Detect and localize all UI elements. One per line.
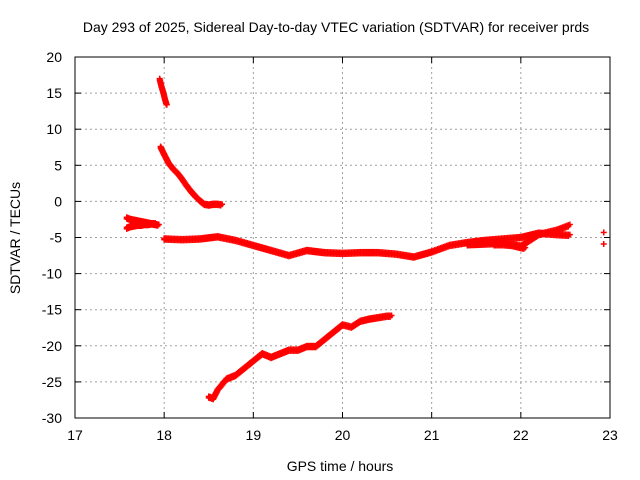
x-tick-label: 18 <box>156 427 172 443</box>
data-point <box>388 312 395 319</box>
y-tick-label: -30 <box>42 410 62 426</box>
x-tick-label: 23 <box>602 427 618 443</box>
ticks <box>74 56 611 419</box>
data-points <box>123 75 607 403</box>
y-tick-label: -25 <box>42 374 62 390</box>
data-point <box>566 221 573 228</box>
y-tick-label: 15 <box>46 85 62 101</box>
x-tick-label: 22 <box>513 427 529 443</box>
x-tick-label: 21 <box>424 427 440 443</box>
data-point <box>522 244 529 251</box>
data-point <box>566 231 573 238</box>
y-tick-label: 0 <box>54 193 62 209</box>
x-tick-label: 19 <box>246 427 262 443</box>
y-tick-label: -10 <box>42 266 62 282</box>
y-tick-label: 5 <box>54 157 62 173</box>
y-tick-label: 20 <box>46 49 62 65</box>
data-point <box>152 220 159 227</box>
y-tick-label: -20 <box>42 338 62 354</box>
y-tick-label: -15 <box>42 302 62 318</box>
y-tick-label: 10 <box>46 121 62 137</box>
x-tick-label: 20 <box>335 427 351 443</box>
y-tick-label: -5 <box>50 230 63 246</box>
x-axis-label: GPS time / hours <box>287 458 394 474</box>
y-axis-label: SDTVAR / TECUs <box>7 182 23 294</box>
data-point <box>600 229 607 236</box>
x-tick-label: 17 <box>67 427 83 443</box>
data-point <box>219 201 226 208</box>
tick-labels: 17 18 19 20 21 22 23 -30 -25 -20 -15 -10 -5 0 5 10 15 20 <box>42 49 618 443</box>
data-point <box>600 240 607 247</box>
data-point <box>163 101 170 108</box>
chart-title: Day 293 of 2025, Sidereal Day-to-day VTE… <box>83 19 589 35</box>
